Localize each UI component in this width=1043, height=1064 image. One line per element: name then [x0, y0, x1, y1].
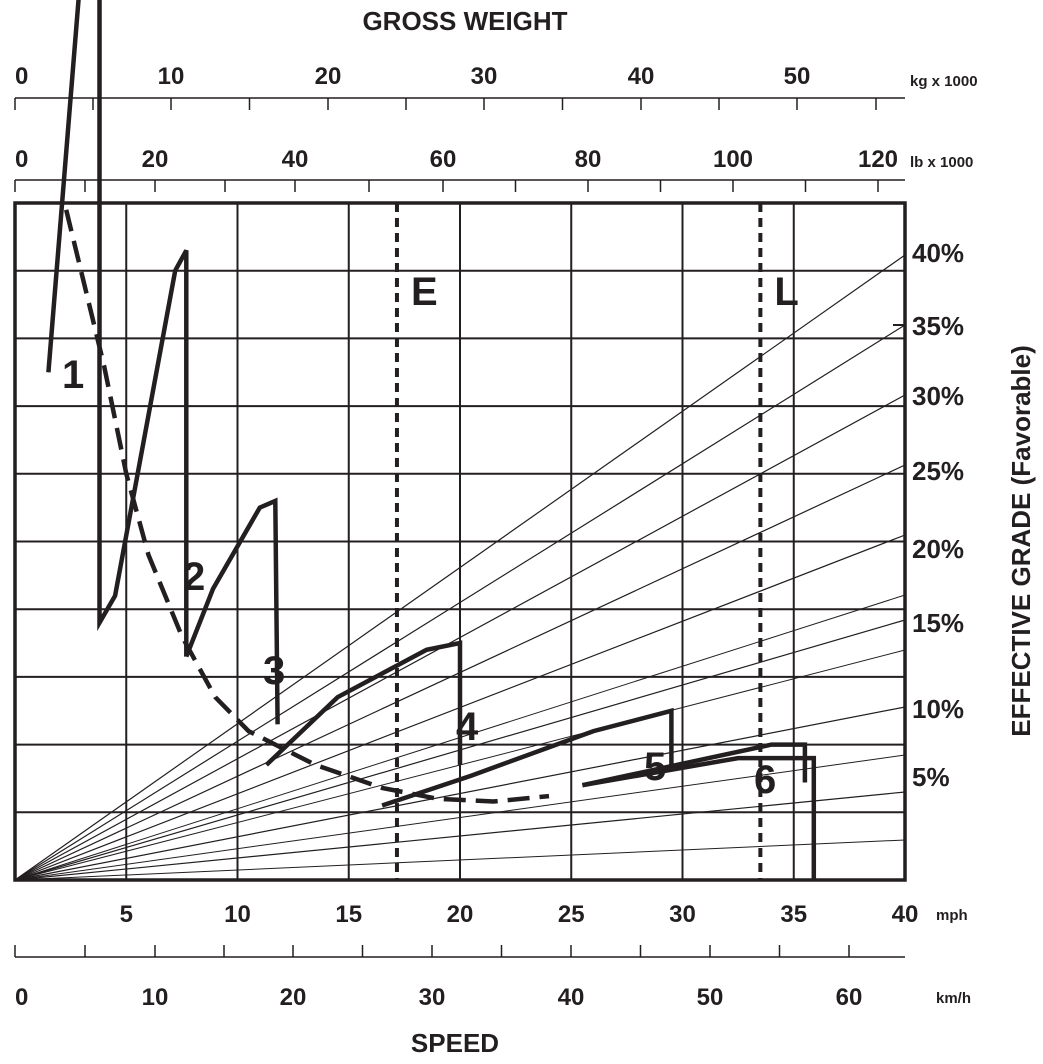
mph-axis-unit: mph — [936, 907, 968, 924]
lb-axis-unit: lb x 1000 — [910, 154, 973, 171]
kg-axis-label: 30 — [471, 63, 498, 90]
effective-grade-title: EFFECTIVE GRADE (Favorable) — [1006, 345, 1036, 737]
rimpull-envelope-dashed — [64, 209, 550, 804]
mph-axis-label: 5 — [120, 901, 133, 928]
lb-axis-label: 120 — [858, 146, 898, 173]
mph-axis-label: 15 — [335, 901, 362, 928]
grade-line — [14, 254, 906, 881]
gear-label-1: 1 — [62, 353, 84, 397]
kg-axis-label: 50 — [784, 63, 811, 90]
grade-line-minor — [14, 839, 906, 881]
gear-curve-3 — [264, 640, 463, 767]
mph-axis-label: 30 — [669, 901, 696, 928]
lb-axis-label: 80 — [575, 146, 602, 173]
reference-label-e: E — [411, 270, 438, 314]
lb-axis-label: 60 — [430, 146, 457, 173]
kmh-axis-label: 10 — [142, 984, 169, 1011]
lb-axis-label: 20 — [142, 146, 169, 173]
grade-label: 15% — [912, 608, 964, 638]
mph-axis-label: 10 — [224, 901, 251, 928]
gear-label-2: 2 — [183, 555, 205, 599]
gear-curve-5 — [581, 742, 808, 788]
grade-line — [14, 706, 906, 881]
grade-label: 35% — [912, 311, 964, 341]
kg-axis-label: 10 — [158, 63, 185, 90]
grade-line — [14, 394, 906, 881]
mph-axis-label: 25 — [558, 901, 585, 928]
lb-axis-label: 100 — [713, 146, 753, 173]
kmh-axis-label: 40 — [558, 984, 585, 1011]
gear-label-4: 4 — [456, 705, 479, 749]
mph-axis-label: 35 — [780, 901, 807, 928]
mph-axis-label: 20 — [447, 901, 474, 928]
reference-label-l: L — [774, 270, 798, 314]
grade-label: 40% — [912, 238, 964, 268]
kmh-axis-label: 0 — [15, 984, 28, 1011]
grade-line-minor — [14, 754, 906, 881]
gear-curves — [46, 0, 817, 880]
grade-line-minor — [14, 649, 906, 881]
chart-labels: 1 2 3 4 5 6 40% 35% 30% 25% 20% 15% 10% 5% EFFECTIVE G… — [62, 6, 1036, 1058]
gear-label-6: 6 — [754, 758, 776, 802]
grade-line — [14, 324, 906, 881]
plot-frame — [13, 201, 907, 882]
grade-label: 20% — [912, 534, 964, 564]
kmh-axis-label: 20 — [280, 984, 307, 1011]
speed-title: SPEED — [411, 1028, 499, 1058]
mph-axis-label: 40 — [892, 901, 919, 928]
grade-label: 10% — [912, 694, 964, 724]
kmh-axis-unit: km/h — [936, 990, 971, 1007]
lb-axis-label: 40 — [282, 146, 309, 173]
kmh-axis-label: 50 — [697, 984, 724, 1011]
kg-axis-label: 20 — [315, 63, 342, 90]
gear-curve-6 — [582, 755, 817, 880]
kg-axis-unit: kg x 1000 — [910, 73, 978, 90]
kg-axis-label: 40 — [628, 63, 655, 90]
gear-curve-1 — [46, 0, 189, 657]
gross-weight-title: GROSS WEIGHT — [362, 6, 567, 36]
grade-label: 25% — [912, 456, 964, 486]
gear-curve-2 — [184, 497, 280, 725]
gear-curve-4 — [381, 707, 674, 808]
kmh-axis-label: 30 — [419, 984, 446, 1011]
gear-label-5: 5 — [644, 745, 666, 789]
grade-label: 30% — [912, 381, 964, 411]
kg-axis-label: 0 — [15, 63, 28, 90]
grade-label: 5% — [912, 762, 950, 792]
grade-line — [14, 791, 906, 881]
lb-axis-label: 0 — [15, 146, 28, 173]
gear-label-3: 3 — [263, 649, 285, 693]
kmh-axis-label: 60 — [836, 984, 863, 1011]
